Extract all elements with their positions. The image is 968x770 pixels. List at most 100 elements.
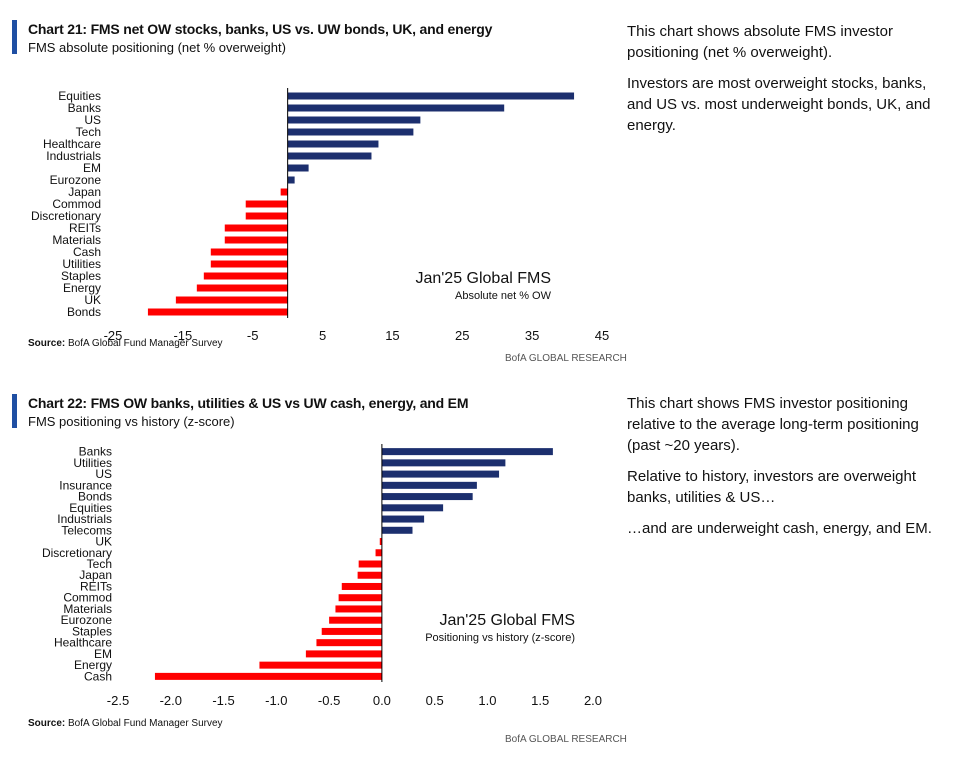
bar-reits — [341, 582, 382, 590]
chart-panel-2: Chart 22: FMS OW banks, utilities & US v… — [0, 392, 627, 752]
category-label: Staples — [61, 269, 101, 283]
bar-industrials — [287, 152, 372, 160]
category-label: Tech — [87, 557, 112, 571]
bar-materials — [335, 605, 382, 613]
source-label: Source: — [28, 718, 66, 729]
category-label: Commod — [52, 197, 101, 211]
bar-discretionary — [375, 549, 382, 557]
bar-staples — [203, 272, 288, 280]
brand-label: BofA GLOBAL RESEARCH — [505, 734, 627, 745]
source-label: Source: — [28, 338, 66, 349]
bar-commod — [245, 200, 288, 208]
category-label: Bonds — [78, 490, 112, 504]
title-accent-bar — [12, 20, 17, 54]
brand-label: BofA GLOBAL RESEARCH — [505, 353, 627, 364]
category-label: Japan — [79, 568, 112, 582]
bar-eurozone — [329, 616, 382, 624]
bar-bonds — [381, 493, 473, 501]
x-tick-label: 25 — [455, 328, 469, 343]
bar-chart-zscore: BanksUtilitiesUSInsuranceBondsEquitiesIn… — [42, 444, 602, 708]
bar-materials — [224, 236, 288, 244]
category-label: Telecoms — [61, 523, 112, 537]
chart-title: Chart 21: FMS net OW stocks, banks, US v… — [28, 21, 493, 37]
bar-cash — [154, 672, 382, 680]
x-tick-label: -1.5 — [212, 693, 234, 708]
commentary-paragraph: …and are underweight cash, energy, and E… — [627, 520, 932, 537]
bar-uk — [379, 538, 382, 546]
bar-energy — [196, 284, 288, 292]
category-label: EM — [94, 647, 112, 661]
source-note: Source: BofA Global Fund Manager Survey — [28, 718, 223, 729]
x-tick-label: 2.0 — [584, 693, 602, 708]
bar-telecoms — [381, 526, 413, 534]
category-label: REITs — [69, 221, 101, 235]
bar-commod — [338, 594, 382, 602]
annotation-title: Jan'25 Global FMS — [415, 270, 551, 287]
bar-discretionary — [245, 212, 288, 220]
source-text: BofA Global Fund Manager Survey — [68, 338, 223, 349]
x-tick-label: -25 — [104, 328, 123, 343]
category-label: Industrials — [46, 149, 101, 163]
category-label: Eurozone — [61, 613, 113, 627]
category-label: Eurozone — [50, 173, 102, 187]
x-tick-label: 0.5 — [426, 693, 444, 708]
commentary-2: This chart shows FMS investor positionin… — [627, 393, 947, 549]
x-tick-label: 15 — [385, 328, 399, 343]
source-text: BofA Global Fund Manager Survey — [68, 718, 223, 729]
bar-em — [287, 164, 309, 172]
category-label: Equities — [69, 501, 112, 515]
category-label: Japan — [68, 185, 101, 199]
bar-utilities — [381, 459, 506, 467]
annotation-subtitle: Positioning vs history (z-score) — [425, 632, 575, 644]
bar-utilities — [210, 260, 288, 268]
category-label: Utilities — [62, 257, 101, 271]
category-label: UK — [84, 293, 101, 307]
commentary-paragraph: This chart shows absolute FMS investor p… — [627, 23, 893, 61]
bar-energy — [259, 661, 382, 669]
bar-japan — [280, 188, 288, 196]
x-tick-label: -0.5 — [318, 693, 340, 708]
x-tick-label: -5 — [247, 328, 259, 343]
x-tick-label: 1.5 — [531, 693, 549, 708]
bar-banks — [287, 104, 505, 112]
category-label: Banks — [68, 101, 101, 115]
category-label: Equities — [58, 89, 101, 103]
category-label: Healthcare — [54, 636, 112, 650]
bar-staples — [321, 627, 382, 635]
bar-tech — [287, 128, 414, 136]
annotation-subtitle: Absolute net % OW — [455, 290, 552, 302]
category-label: Healthcare — [43, 137, 101, 151]
x-tick-label: -2.0 — [160, 693, 182, 708]
annotation-title: Jan'25 Global FMS — [439, 612, 575, 629]
source-note: Source: BofA Global Fund Manager Survey — [28, 338, 223, 349]
bar-equities — [287, 92, 575, 100]
bar-industrials — [381, 515, 425, 523]
x-tick-label: -2.5 — [107, 693, 129, 708]
chart-panel-1: Chart 21: FMS net OW stocks, banks, US v… — [0, 18, 627, 368]
x-tick-label: 1.0 — [478, 693, 496, 708]
bar-chart-absolute: EquitiesBanksUSTechHealthcareIndustrials… — [31, 88, 609, 343]
category-label: Bonds — [67, 305, 101, 319]
category-label: EM — [83, 161, 101, 175]
bar-japan — [357, 571, 382, 579]
category-label: Insurance — [59, 478, 112, 492]
category-label: Energy — [63, 281, 101, 295]
category-label: Industrials — [57, 512, 112, 526]
chart-title: Chart 22: FMS OW banks, utilities & US v… — [28, 395, 469, 411]
bar-equities — [381, 504, 444, 512]
bar-eurozone — [287, 176, 295, 184]
category-label: Utilities — [73, 456, 112, 470]
chart-subtitle: FMS absolute positioning (net % overweig… — [28, 40, 286, 55]
x-tick-label: -15 — [173, 328, 192, 343]
category-label: Discretionary — [31, 209, 101, 223]
bar-us — [287, 116, 421, 124]
category-label: Materials — [63, 602, 112, 616]
bar-us — [381, 470, 500, 478]
bar-reits — [224, 224, 288, 232]
category-label: Materials — [52, 233, 101, 247]
title-accent-bar — [12, 394, 17, 428]
x-tick-label: -1.0 — [265, 693, 287, 708]
category-label: Cash — [73, 245, 101, 259]
bar-insurance — [381, 481, 477, 489]
bar-bonds — [147, 308, 288, 316]
